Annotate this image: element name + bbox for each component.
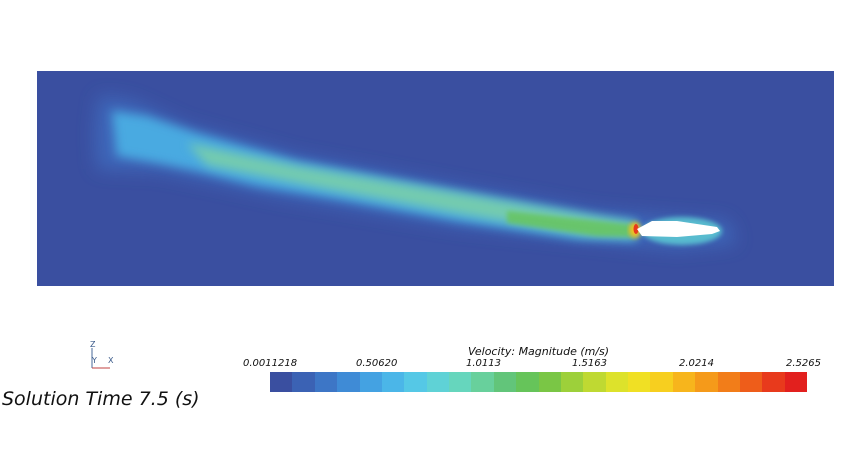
- legend-tick-label: 1.0113: [466, 358, 501, 369]
- colorbar-swatch: [404, 372, 427, 392]
- colorbar-swatch: [762, 372, 785, 392]
- colorbar-swatch: [717, 372, 740, 392]
- colorbar-swatch: [628, 372, 651, 392]
- colorbar-swatch: [337, 372, 360, 392]
- legend-tick-label: 0.50620: [356, 358, 398, 369]
- colorbar-swatch: [449, 372, 472, 392]
- legend-tick-label: 2.5265: [786, 358, 821, 369]
- trailing-edge-core: [633, 224, 639, 234]
- vehicle-body: [637, 221, 720, 237]
- velocity-colorbar: [270, 372, 807, 392]
- colorbar-swatch: [426, 372, 449, 392]
- colorbar-swatch: [381, 372, 405, 392]
- colorbar-swatch: [583, 372, 606, 392]
- colorbar-swatch: [471, 372, 494, 392]
- colorbar-swatch: [739, 372, 763, 392]
- axis-y-label: Y: [92, 356, 97, 365]
- colorbar-swatch: [314, 372, 338, 392]
- colorbar-swatch: [516, 372, 539, 392]
- colorbar-swatch: [493, 372, 517, 392]
- axes-triad: Z Y X: [84, 340, 124, 372]
- legend-tick-label: 2.0214: [679, 358, 714, 369]
- colorbar-swatch: [784, 372, 807, 392]
- colorbar-swatch: [672, 372, 696, 392]
- legend-tick-label: 1.5163: [572, 358, 607, 369]
- axes-triad-icon: [91, 348, 110, 369]
- axis-x-label: X: [108, 356, 114, 365]
- colorbar-swatch: [359, 372, 382, 392]
- colorbar-swatch: [605, 372, 628, 392]
- colorbar-swatch: [560, 372, 584, 392]
- wake-outer: [95, 96, 737, 249]
- velocity-field-plot: [95, 96, 737, 249]
- colorbar-swatch: [538, 372, 561, 392]
- colorbar-swatch: [695, 372, 718, 392]
- legend-tick-label: 0.0011218: [243, 358, 298, 369]
- simulation-domain: [37, 71, 834, 286]
- colorbar-swatch: [270, 372, 293, 392]
- wake-near-body: [507, 211, 635, 237]
- colorbar-swatch: [650, 372, 673, 392]
- legend-title: Velocity: Magnitude (m/s): [468, 345, 610, 358]
- axis-z-label: Z: [90, 340, 96, 349]
- colorbar-swatch: [292, 372, 315, 392]
- solution-time-label: Solution Time 7.5 (s): [2, 388, 200, 410]
